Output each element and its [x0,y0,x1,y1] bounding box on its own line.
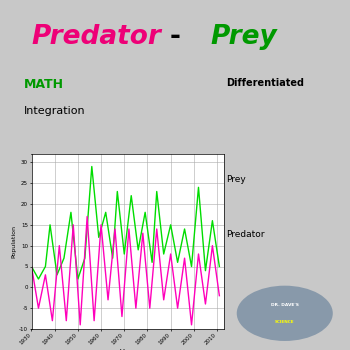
X-axis label: Year: Year [120,349,136,350]
Text: SCIENCE: SCIENCE [275,320,295,324]
Text: -: - [169,24,181,50]
Text: Predator: Predator [226,230,265,239]
Text: DR. DAVE'S: DR. DAVE'S [271,303,299,307]
Text: Prey: Prey [226,175,246,184]
Text: MATH: MATH [24,78,64,91]
Text: Integration: Integration [24,106,86,116]
Text: Differentiated: Differentiated [226,78,304,88]
Text: Predator: Predator [31,24,161,50]
Y-axis label: Population: Population [11,225,16,258]
Ellipse shape [237,286,333,341]
Text: Prey: Prey [210,24,277,50]
